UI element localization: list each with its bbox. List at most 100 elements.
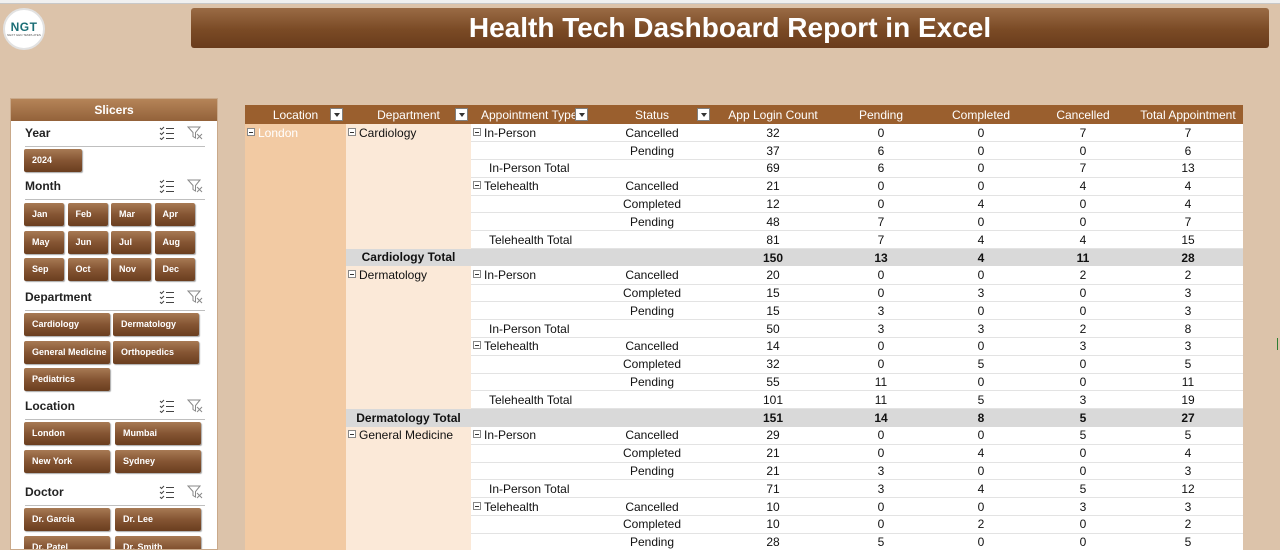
- filter-dropdown-icon[interactable]: [575, 108, 588, 121]
- cell-location: [245, 355, 346, 374]
- cell-cancelled: 3: [1033, 390, 1133, 410]
- clear-filter-icon[interactable]: [187, 126, 203, 140]
- cell-cancelled-text: 0: [1079, 357, 1087, 372]
- cell-pending-text: 0: [877, 125, 885, 140]
- cell-total-appointment-text: 8: [1184, 321, 1192, 336]
- column-header-label: Cancelled: [1056, 107, 1110, 122]
- filter-dropdown-icon[interactable]: [697, 108, 710, 121]
- slicer-button-may[interactable]: May: [24, 230, 64, 254]
- cell-status-text: Pending: [629, 214, 675, 229]
- cell-app-login-count: 32: [713, 124, 833, 143]
- column-header-department[interactable]: Department: [346, 105, 471, 124]
- cell-pending-text: 13: [874, 250, 888, 265]
- cell-app-login-count: 20: [713, 266, 833, 285]
- cell-status-text: Completed: [622, 446, 682, 461]
- slicer-button-nov[interactable]: Nov: [111, 258, 151, 281]
- column-header-appointment-type[interactable]: Appointment Type: [471, 105, 591, 124]
- collapse-minus-icon[interactable]: [473, 341, 481, 350]
- slicer-button-2024[interactable]: 2024: [24, 149, 82, 172]
- slicer-button-jul[interactable]: Jul: [111, 230, 151, 254]
- collapse-minus-icon[interactable]: [348, 127, 356, 136]
- cell-appointment-type-text: In-Person: [484, 125, 537, 140]
- slicer-button-orthopedics[interactable]: Orthopedics: [113, 340, 199, 364]
- cell-completed: 4: [929, 444, 1033, 463]
- multi-select-icon[interactable]: [159, 399, 175, 413]
- slicer-button-dec[interactable]: Dec: [154, 258, 195, 281]
- filter-dropdown-icon[interactable]: [330, 108, 343, 121]
- cell-pending: 6: [833, 159, 929, 178]
- cell-location: [245, 515, 346, 534]
- slicer-button-dr-patel[interactable]: Dr. Patel: [24, 535, 110, 549]
- cell-total-appointment-text: 7: [1184, 125, 1192, 140]
- multi-select-icon[interactable]: [159, 179, 175, 193]
- slicer-button-london[interactable]: London: [24, 422, 110, 445]
- clear-filter-icon[interactable]: [187, 290, 203, 304]
- cell-cancelled-text: 0: [1079, 446, 1087, 461]
- slicer-button-new-york[interactable]: New York: [24, 449, 110, 473]
- cell-status: Pending: [591, 462, 713, 481]
- slicer-button-feb[interactable]: Feb: [67, 203, 108, 226]
- multi-select-icon[interactable]: [159, 126, 175, 140]
- filter-dropdown-icon[interactable]: [455, 108, 468, 121]
- cell-department: [346, 284, 471, 302]
- slicer-button-sep[interactable]: Sep: [24, 258, 64, 281]
- multi-select-icon[interactable]: [159, 485, 175, 499]
- column-header-location[interactable]: Location: [245, 105, 346, 124]
- cell-pending: 3: [833, 479, 929, 499]
- cell-total-appointment: 15: [1133, 230, 1243, 250]
- cell-status: Completed: [591, 284, 713, 303]
- collapse-minus-icon[interactable]: [473, 501, 481, 510]
- cell-department: Cardiology: [346, 124, 471, 142]
- table-row: Completed 10 0 2 0 2: [245, 515, 1243, 534]
- slicer-button-dr-lee[interactable]: Dr. Lee: [115, 508, 201, 531]
- collapse-minus-icon[interactable]: [473, 270, 481, 279]
- slicer-header: Department: [25, 287, 205, 311]
- multi-select-icon[interactable]: [159, 290, 175, 304]
- slicer-button-dr-smith[interactable]: Dr. Smith: [115, 535, 201, 549]
- cell-total-appointment: 19: [1133, 390, 1243, 410]
- slicer-button-dr-garcia[interactable]: Dr. Garcia: [24, 508, 110, 531]
- slicer-button-cardiology[interactable]: Cardiology: [24, 313, 110, 336]
- slicer-button-mar[interactable]: Mar: [111, 203, 151, 226]
- slicer-button-apr[interactable]: Apr: [154, 203, 195, 226]
- slicer-button-general-medicine[interactable]: General Medicine: [24, 340, 110, 364]
- cell-department: [346, 355, 471, 374]
- cell-completed: 5: [929, 355, 1033, 374]
- cell-total-appointment: 12: [1133, 479, 1243, 499]
- cell-pending: 11: [833, 373, 929, 392]
- clear-filter-icon[interactable]: [187, 399, 203, 413]
- column-header-completed: Completed: [929, 105, 1033, 124]
- collapse-minus-icon[interactable]: [473, 430, 481, 439]
- cell-status-text: Pending: [629, 303, 675, 318]
- cell-appointment-type-text: Telehealth Total: [489, 232, 573, 247]
- cell-cancelled: 0: [1033, 373, 1133, 392]
- column-header-status[interactable]: Status: [591, 105, 713, 124]
- collapse-minus-icon[interactable]: [473, 127, 481, 136]
- cell-status: Pending: [591, 301, 713, 321]
- column-header-label: Pending: [858, 107, 904, 122]
- slicer-button-dermatology[interactable]: Dermatology: [113, 313, 199, 336]
- slicer-button-sydney[interactable]: Sydney: [115, 449, 201, 473]
- slicer-button-aug[interactable]: Aug: [154, 230, 195, 254]
- slicer-button-mumbai[interactable]: Mumbai: [115, 422, 201, 445]
- slicer-button-jan[interactable]: Jan: [24, 203, 64, 226]
- cell-app-login-count-text: 15: [766, 303, 780, 318]
- clear-filter-icon[interactable]: [187, 485, 203, 499]
- collapse-minus-icon[interactable]: [348, 270, 356, 279]
- cell-completed-text: 4: [977, 197, 985, 212]
- slicer-button-pediatrics[interactable]: Pediatrics: [24, 368, 110, 391]
- cell-appointment-type: [471, 462, 591, 481]
- cell-app-login-count-text: 32: [766, 357, 780, 372]
- cell-location: [245, 284, 346, 302]
- collapse-minus-icon[interactable]: [247, 127, 255, 136]
- cell-total-appointment: 3: [1133, 337, 1243, 356]
- cell-app-login-count: 32: [713, 355, 833, 374]
- cell-completed: 0: [929, 533, 1033, 550]
- cell-cancelled: 0: [1033, 444, 1133, 463]
- collapse-minus-icon[interactable]: [473, 181, 481, 190]
- collapse-minus-icon[interactable]: [348, 430, 356, 439]
- slicer-button-jun[interactable]: Jun: [67, 230, 108, 254]
- slicer-button-oct[interactable]: Oct: [67, 258, 108, 281]
- clear-filter-icon[interactable]: [187, 179, 203, 193]
- cell-total-appointment: 13: [1133, 159, 1243, 178]
